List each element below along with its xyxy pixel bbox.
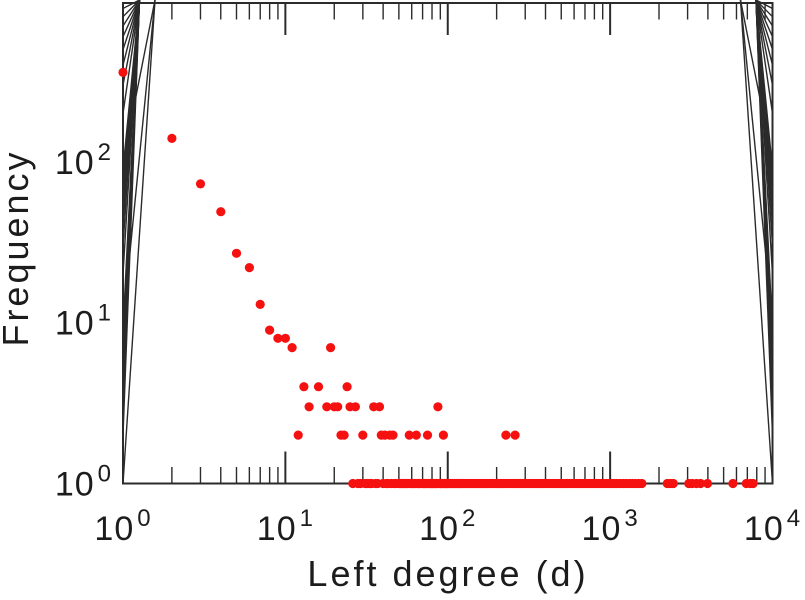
data-point [388,430,398,440]
axis-frame [122,2,774,485]
tick-label-10e3: 10 3 [582,505,639,548]
data-point [304,402,314,412]
axis-tick-labels: 10 0 10 1 10 2 10 3 10 4 10 0 10 1 10 2 [55,139,801,548]
minor-tick [755,0,774,66]
data-point [265,325,275,335]
minor-tick [122,0,141,50]
data-point [510,430,520,440]
data-point [342,382,352,392]
data-point [167,133,177,143]
tick-label-10e4: 10 4 [744,505,801,548]
data-point [313,382,324,392]
data-point [322,402,332,412]
data-point [728,478,738,489]
tick-label-10e1: 10 1 [55,300,112,343]
tick-label-10e0: 10 0 [55,461,112,504]
data-point [748,478,758,489]
minor-tick [755,0,774,170]
minor-tick [122,0,141,38]
minor-tick [739,0,774,323]
tick-label-10e0: 10 0 [94,505,151,548]
data-point [339,430,349,440]
data-point [326,343,336,353]
minor-tick [122,0,141,114]
minor-tick [122,0,141,170]
data-points [118,67,758,489]
data-point [350,402,360,412]
minor-tick [122,0,140,10]
data-point [637,478,647,489]
data-point [293,430,303,440]
data-point [358,430,368,440]
minor-tick [755,0,774,38]
minor-tick [122,0,156,484]
data-point [702,478,713,489]
minor-tick [739,0,774,484]
y-axis-title: Frequency [0,149,36,346]
data-point [501,430,511,440]
data-point [404,430,414,440]
minor-tick [755,0,774,27]
minor-tick [739,0,774,163]
data-point [438,430,448,440]
minor-tick [755,0,773,10]
minor-tick [755,0,774,86]
data-point [255,299,265,309]
data-point [216,207,226,217]
minor-tick [122,0,156,163]
data-point [280,333,290,343]
data-point [411,430,421,440]
data-point [195,179,206,189]
data-point [299,382,309,392]
data-point [374,402,385,412]
data-point [244,263,254,273]
x-axis-title: Left degree (d) [307,553,588,594]
data-point [287,343,297,353]
data-point [422,430,433,440]
minor-tick [755,0,774,50]
data-point [695,478,706,489]
tick-label-10e2: 10 2 [55,139,112,182]
axis-ticks [122,0,774,484]
data-point [668,478,678,489]
data-point [433,402,443,412]
data-point [118,67,128,77]
data-point [231,248,242,258]
tick-label-10e1: 10 1 [257,505,314,548]
minor-tick [122,0,141,27]
data-point [273,333,283,343]
tick-label-10e2: 10 2 [419,505,476,548]
minor-tick [755,0,774,114]
minor-tick [122,0,156,323]
minor-tick [122,0,141,66]
data-point [333,402,343,412]
